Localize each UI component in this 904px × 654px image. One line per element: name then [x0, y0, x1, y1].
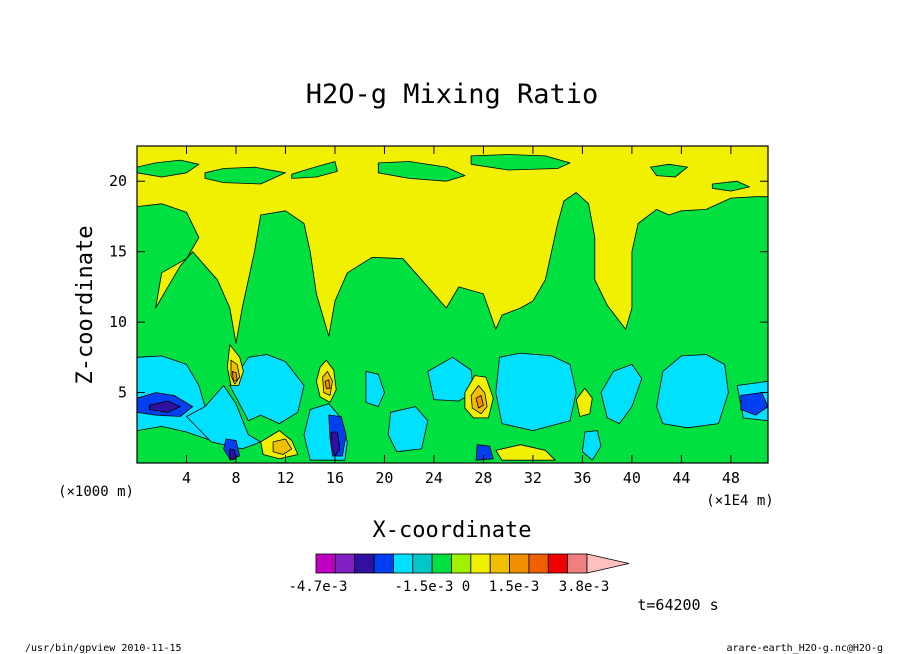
colorbar-swatch [528, 553, 549, 574]
colorbar-swatch [412, 553, 433, 574]
x-tick-label: 8 [231, 469, 240, 487]
contour-region-11 [229, 354, 305, 425]
colorbar-label: 1.5e-3 [489, 579, 540, 595]
footer-left: /usr/bin/gpview 2010-11-15 [25, 643, 182, 654]
colorbar-swatch [334, 553, 356, 574]
x-tick-label: 28 [474, 469, 492, 487]
x-axis: 4 8 12 16 20 24 28 32 36 40 44 48 [182, 146, 740, 487]
colorbar-label: -1.5e-3 [394, 579, 453, 595]
colorbar-label: 0 [462, 579, 470, 595]
colorbar-swatch [489, 553, 510, 574]
colorbar-swatch [470, 553, 491, 574]
contour-region-3 [204, 166, 286, 185]
y-tick-label: 10 [109, 313, 127, 331]
x-tick-label: 12 [276, 469, 294, 487]
contour-region-22 [740, 392, 768, 416]
colorbar-swatch [393, 553, 414, 574]
contour-region-34 [495, 444, 556, 461]
x-tick-label: 32 [524, 469, 542, 487]
contour-region-39 [231, 370, 238, 382]
contour-region-24 [475, 444, 494, 461]
x-tick-label: 44 [672, 469, 690, 487]
colorbar-swatch [567, 553, 588, 574]
colorbar-swatch [547, 553, 569, 574]
x-tick-label: 40 [623, 469, 641, 487]
x-unit-right: (×1E4 m) [706, 493, 773, 509]
time-label: t=64200 s [637, 596, 718, 614]
contour-region-28 [229, 448, 237, 461]
contour-region-5 [377, 161, 466, 182]
contour-region-32 [575, 387, 593, 417]
contour-region-38 [272, 438, 293, 455]
contour-region-26 [330, 431, 341, 457]
colorbar-swatch [451, 553, 472, 574]
x-unit-left: (×1000 m) [58, 484, 134, 500]
x-tick-label: 48 [722, 469, 740, 487]
y-axis: 5 10 15 20 [109, 172, 768, 402]
contour-region-7 [650, 163, 688, 178]
contour-region-27 [148, 400, 181, 413]
colorbar-swatch [509, 553, 530, 574]
y-tick-label: 5 [118, 384, 127, 402]
x-tick-label: 20 [375, 469, 393, 487]
x-tick-label: 36 [573, 469, 591, 487]
contour-region-20 [582, 430, 602, 461]
contour-region-41 [324, 379, 331, 389]
colorbar-label: -4.7e-3 [288, 579, 347, 595]
contour-region-10 [186, 385, 262, 450]
contour-region-2 [137, 159, 200, 178]
y-tick-label: 20 [109, 172, 127, 190]
x-tick-label: 24 [425, 469, 443, 487]
y-axis-label: Z-coordinate [73, 226, 98, 385]
chart-title: H2O-g Mixing Ratio [306, 79, 599, 110]
colorbar-swatch [354, 553, 375, 574]
colorbar-swatch [431, 553, 452, 574]
contour-region-4 [291, 161, 338, 179]
contour-region-13 [365, 370, 385, 408]
contour-region-40 [475, 394, 484, 409]
x-tick-label: 4 [182, 469, 191, 487]
contour-region-16 [495, 352, 577, 432]
x-tick-label: 16 [326, 469, 344, 487]
colorbar-label: 3.8e-3 [559, 579, 610, 595]
y-tick-label: 15 [109, 243, 127, 261]
colorbar: -4.7e-3 -1.5e-3 0 1.5e-3 3.8e-3 [288, 553, 630, 595]
footer-right: arare-earth_H2O-g.nc@H2O-g [726, 643, 883, 654]
colorbar-extend-triangle [586, 553, 630, 574]
contour-region-18 [656, 354, 729, 429]
contour-region-8 [711, 180, 750, 192]
contour-region-14 [387, 406, 429, 453]
contour-fill-layer [137, 146, 768, 463]
contour-region-6 [470, 154, 571, 171]
plot-frame [136, 145, 769, 464]
contour-region-17 [600, 363, 643, 425]
x-axis-label: X-coordinate [373, 518, 532, 543]
colorbar-swatch [373, 553, 394, 574]
colorbar-swatch [315, 553, 336, 574]
